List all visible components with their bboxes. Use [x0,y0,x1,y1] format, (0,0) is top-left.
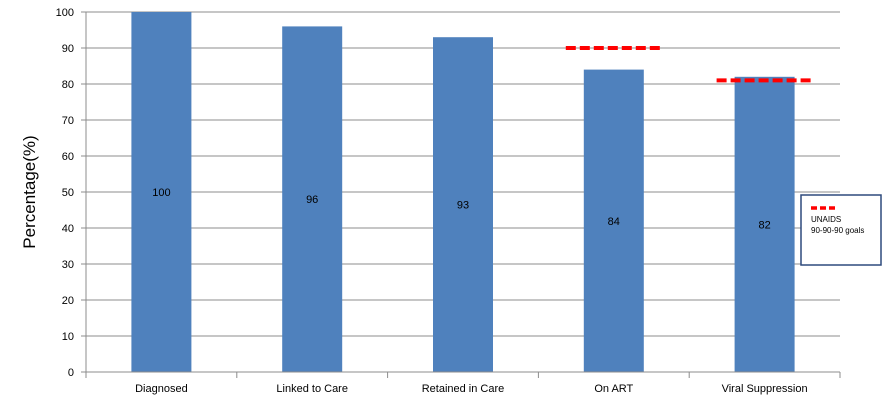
y-tick-label: 40 [62,223,74,235]
bar [433,37,493,372]
legend-label-line1: UNAIDS [811,215,841,224]
bar [282,26,343,373]
goal-lines [565,46,813,83]
x-tick-label: Diagnosed [135,383,188,395]
y-tick-label: 70 [62,115,74,127]
y-tick-label: 100 [56,7,74,19]
x-tick-label: Retained in Care [422,383,505,395]
y-tick-label: 30 [62,259,74,271]
data-label: 100 [152,187,170,199]
y-tick-label: 0 [68,367,74,379]
y-tick-label: 60 [62,151,74,163]
data-label: 96 [306,194,318,206]
data-label: 84 [608,216,620,228]
x-tick-label: Linked to Care [276,383,348,395]
y-tick-label: 50 [62,187,74,199]
y-tick-label: 80 [62,79,74,91]
y-tick-label: 90 [62,43,74,55]
y-axis-label: Percentage(%) [20,135,39,248]
bar [131,12,192,372]
data-label: 82 [758,219,770,231]
bars: 100 96 93 84 82 [131,12,795,373]
x-tick-label: Viral Suppression [722,383,808,395]
legend: UNAIDS 90-90-90 goals [800,194,882,266]
bar [583,69,644,372]
bar [734,76,795,373]
legend-label-line2: 90-90-90 goals [811,226,864,235]
data-label: 93 [457,200,469,212]
x-tick-label: On ART [594,383,633,395]
y-tick-label: 10 [62,331,74,343]
y-tick-label: 20 [62,295,74,307]
y-axis-ticks: 0 10 20 30 40 50 60 70 80 90 100 [56,7,86,379]
x-axis: Diagnosed Linked to Care Retained in Care O… [85,12,841,395]
